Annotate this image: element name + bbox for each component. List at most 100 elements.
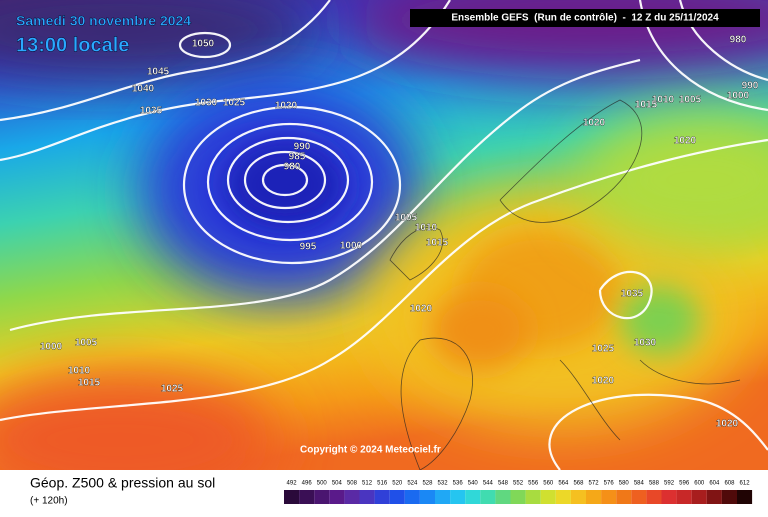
copyright: Copyright © 2024 Meteociel.fr	[300, 445, 441, 456]
legend-tick-label: 520	[392, 481, 403, 487]
legend-tick-label: 596	[679, 481, 690, 487]
legend-tick-label: 564	[558, 481, 569, 487]
isobar-label: 1025	[223, 98, 246, 109]
legend-swatch	[586, 490, 602, 504]
isobar-label: 1020	[275, 101, 298, 112]
isobar-label: 1020	[716, 419, 739, 430]
legend-tick-label: 576	[604, 481, 615, 487]
isobar-label: 1000	[727, 91, 750, 102]
legend-swatch	[631, 490, 647, 504]
isobar-label: 1005	[679, 95, 702, 106]
isobar-label: 1010	[652, 95, 675, 106]
isobar-label: 1000	[340, 241, 363, 252]
legend-tick-label: 496	[302, 481, 313, 487]
legend-swatch	[737, 490, 753, 504]
legend-tick-label: 604	[709, 481, 720, 487]
legend-tick-label: 572	[589, 481, 600, 487]
legend-tick-label: 536	[453, 481, 464, 487]
legend-swatch	[510, 490, 526, 504]
footer-title: Géop. Z500 & pression au sol	[30, 475, 215, 491]
legend-tick-label: 580	[619, 481, 630, 487]
legend-swatch	[676, 490, 692, 504]
legend-tick-label: 552	[513, 481, 524, 487]
legend-swatch	[646, 490, 662, 504]
legend-tick-label: 524	[407, 481, 418, 487]
time: 13:00 locale	[16, 34, 129, 56]
legend-tick-label: 556	[528, 481, 539, 487]
legend-swatch	[721, 490, 737, 504]
isobar-label: 995	[300, 242, 317, 253]
legend-tick-label: 612	[740, 481, 751, 487]
legend-swatch	[435, 490, 451, 504]
legend-swatch	[389, 490, 405, 504]
model-info: Ensemble GEFS (Run de contrôle) - 12 Z d…	[451, 13, 719, 24]
legend-tick-label: 512	[362, 481, 373, 487]
legend-swatch	[661, 490, 677, 504]
isobar-label: 1025	[592, 344, 615, 355]
legend-tick-label: 608	[724, 481, 735, 487]
model-banner	[410, 9, 760, 27]
isobar-label: 1010	[68, 366, 91, 377]
legend-tick-label: 532	[438, 481, 449, 487]
legend-swatch	[480, 490, 496, 504]
isobar-label: 980	[730, 35, 747, 46]
legend-tick-label: 540	[468, 481, 479, 487]
legend-tick-label: 584	[634, 481, 645, 487]
legend-swatch	[555, 490, 571, 504]
legend-swatch	[314, 490, 330, 504]
isobar-label: 985	[289, 152, 306, 163]
legend-swatch	[540, 490, 556, 504]
legend-swatch	[419, 490, 435, 504]
legend-tick-label: 592	[664, 481, 675, 487]
isobar-label: 980	[284, 162, 301, 173]
isobar-label: 1035	[621, 289, 644, 300]
isobar-label: 990	[294, 142, 311, 153]
legend-swatch	[299, 490, 315, 504]
legend-tick-label: 560	[543, 481, 554, 487]
isobar-label: 1015	[635, 100, 658, 111]
isobar-label: 1005	[75, 338, 98, 349]
legend-swatch	[404, 490, 420, 504]
legend-tick-label: 508	[347, 481, 358, 487]
legend-tick-label: 500	[317, 481, 328, 487]
isobar-label: 1030	[634, 338, 657, 349]
legend-swatch	[359, 490, 375, 504]
isobar-label: 1045	[147, 67, 170, 78]
isobar-label: 1020	[592, 376, 615, 387]
legend-swatch	[616, 490, 632, 504]
legend-tick-label: 504	[332, 481, 343, 487]
legend-swatch	[329, 490, 345, 504]
isobar-label: 1015	[78, 378, 101, 389]
footer-subtitle: (+ 120h)	[30, 496, 68, 507]
isobar-label: 1010	[415, 223, 438, 234]
legend-tick-label: 600	[694, 481, 705, 487]
isobar-label: 1050	[192, 39, 215, 50]
date: Samedi 30 novembre 2024	[16, 13, 191, 29]
legend-swatch	[284, 490, 300, 504]
legend-swatch	[344, 490, 360, 504]
legend-swatch	[706, 490, 722, 504]
isobar-label: 1000	[40, 342, 63, 353]
legend-swatch	[601, 490, 617, 504]
legend-tick-label: 544	[483, 481, 494, 487]
legend-tick-label: 548	[498, 481, 509, 487]
isobar-label: 1020	[410, 304, 433, 315]
isobar-label: 1015	[426, 238, 449, 249]
legend-tick-label: 516	[377, 481, 388, 487]
isobar-label: 1035	[140, 106, 163, 117]
legend-swatch	[525, 490, 541, 504]
isobar-label: 1005	[395, 213, 418, 224]
isobar-label: 1040	[132, 84, 155, 95]
isobar-label: 990	[742, 81, 759, 92]
legend-swatch	[495, 490, 511, 504]
legend-swatch	[450, 490, 466, 504]
legend-swatch	[570, 490, 586, 504]
isobars	[0, 0, 768, 470]
isobar-label: 1020	[583, 118, 606, 129]
isobar-label: 1030	[195, 98, 218, 109]
legend-tick-label: 492	[287, 481, 298, 487]
